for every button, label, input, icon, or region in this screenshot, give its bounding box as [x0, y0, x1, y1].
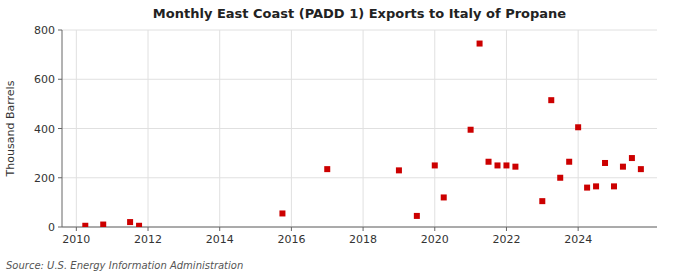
y-tick-label: 800	[34, 24, 55, 37]
title: Monthly East Coast (PADD 1) Exports to I…	[153, 6, 567, 21]
x-tick	[363, 227, 364, 231]
point	[512, 164, 518, 170]
source-note: Source: U.S. Energy Information Administ…	[6, 260, 243, 271]
y-tick-label: 400	[34, 123, 55, 136]
x-tick-label: 2020	[421, 233, 449, 246]
x-tick-label: 2018	[349, 233, 377, 246]
x-tick-label: 2014	[206, 233, 234, 246]
point	[82, 223, 88, 227]
x-tick-label: 2016	[277, 233, 305, 246]
y-tick-label: 200	[34, 172, 55, 185]
point	[279, 210, 285, 216]
x-tick-label: 2012	[134, 233, 162, 246]
y-tick-label: 600	[34, 73, 55, 86]
point	[396, 167, 402, 173]
x-axis-line	[62, 227, 657, 228]
point	[629, 155, 635, 161]
point	[602, 160, 608, 166]
x-tick-label: 2024	[564, 233, 592, 246]
point	[494, 162, 500, 168]
point	[557, 175, 563, 181]
y-tick	[58, 128, 62, 129]
point	[611, 183, 617, 189]
point	[441, 194, 447, 200]
y-tick	[58, 177, 62, 178]
points	[82, 41, 644, 227]
y-tick	[58, 30, 62, 31]
y-tick	[58, 227, 62, 228]
y-axis-label: Thousand Barrels	[4, 80, 17, 177]
y-grid-line	[62, 30, 657, 31]
point	[432, 162, 438, 168]
point	[486, 159, 492, 165]
point	[593, 183, 599, 189]
point	[136, 223, 142, 227]
point	[414, 213, 420, 219]
x-tick	[434, 227, 435, 231]
x-grid-line	[363, 30, 364, 227]
point	[620, 164, 626, 170]
x-tick	[219, 227, 220, 231]
chart: 2010 2012 2014 2016 2018 2020 2022 2024 0 200 400 6…	[0, 0, 675, 275]
x-grid-line	[506, 30, 507, 227]
y-tick	[58, 79, 62, 80]
point	[468, 127, 474, 133]
y-grid-line	[62, 128, 657, 129]
x-tick	[148, 227, 149, 231]
x-tick	[578, 227, 579, 231]
point	[100, 222, 106, 227]
axes: 2010 2012 2014 2016 2018 2020 2022 2024 0 200 400 6…	[34, 24, 592, 246]
y-tick-label: 0	[48, 221, 55, 234]
x-tick	[291, 227, 292, 231]
y-grid-line	[62, 227, 657, 228]
point	[548, 97, 554, 103]
y-grid-line	[62, 79, 657, 80]
x-tick-label: 2010	[62, 233, 90, 246]
point	[324, 166, 330, 172]
point	[566, 159, 572, 165]
x-grid-line	[219, 30, 220, 227]
point	[503, 162, 509, 168]
x-tick	[506, 227, 507, 231]
x-grid-line	[434, 30, 435, 227]
x-grid-line	[148, 30, 149, 227]
x-grid-line	[291, 30, 292, 227]
point	[575, 124, 581, 130]
x-tick-label: 2022	[492, 233, 520, 246]
point	[638, 166, 644, 172]
point	[539, 198, 545, 204]
point	[127, 219, 133, 225]
y-grid-line	[62, 177, 657, 178]
grid	[62, 30, 657, 227]
x-tick	[76, 227, 77, 231]
x-grid-line	[76, 30, 77, 227]
point	[584, 185, 590, 191]
point	[477, 41, 483, 47]
